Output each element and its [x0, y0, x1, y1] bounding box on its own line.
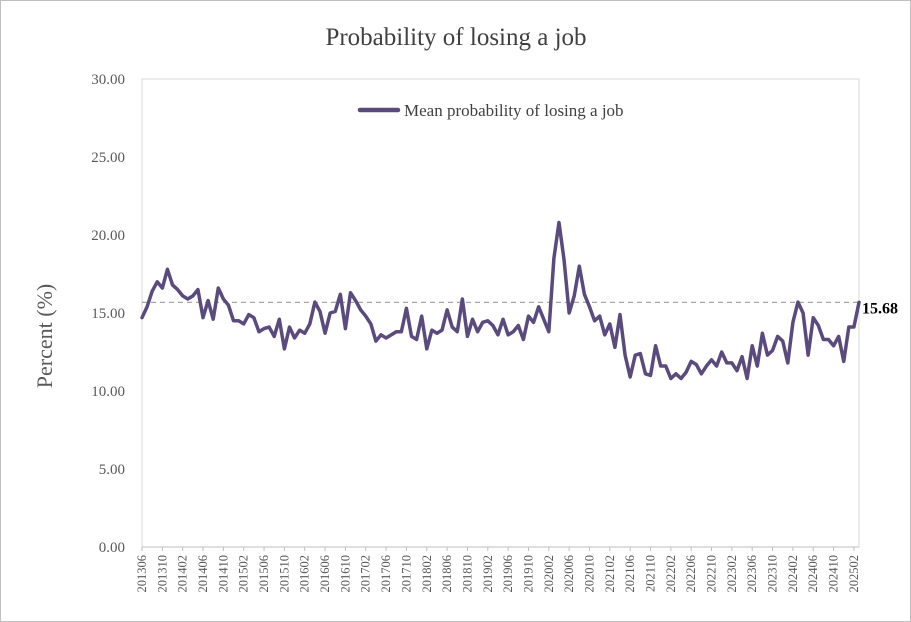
y-tick-label: 0.00: [99, 540, 125, 556]
x-tick-label: 202210: [705, 555, 719, 593]
y-tick-label: 30.00: [91, 72, 125, 88]
x-tick-label: 201402: [176, 555, 190, 593]
series-line: [140, 220, 861, 381]
x-tick-label: 202202: [664, 555, 678, 593]
x-tick-label: 202102: [603, 555, 617, 593]
x-axis-ticks: 201306 201310 201402 201406 201410 201502 2015…: [135, 546, 861, 593]
x-tick-label: 201506: [257, 555, 271, 593]
x-tick-label: 201806: [440, 555, 454, 593]
x-tick-label: 202002: [542, 555, 556, 593]
y-axis-ticks: 0.00 5.00 10.00 15.00 20.00 25.00 30.00: [91, 72, 125, 556]
x-tick-label: 202310: [766, 555, 780, 593]
x-tick-label: 201502: [237, 555, 251, 593]
legend: Mean probability of losing a job: [357, 101, 624, 120]
x-tick-label: 201810: [460, 555, 474, 593]
x-tick-label: 201406: [196, 555, 210, 593]
x-tick-label: 202306: [745, 555, 759, 593]
y-axis-label: Percent (%): [32, 284, 57, 388]
y-tick-label: 10.00: [91, 384, 125, 400]
x-tick-label: 201510: [277, 555, 291, 593]
x-tick-label: 201802: [420, 555, 434, 593]
legend-label: Mean probability of losing a job: [404, 101, 624, 120]
x-tick-label: 201910: [521, 555, 535, 593]
y-tick-label: 25.00: [91, 150, 125, 166]
x-tick-label: 201610: [338, 555, 352, 593]
end-value-label: 15.68: [862, 300, 898, 317]
x-tick-label: 202406: [806, 555, 820, 593]
x-tick-label: 201606: [318, 555, 332, 593]
x-tick-label: 202302: [725, 555, 739, 593]
x-tick-label: 201906: [501, 555, 515, 593]
x-tick-label: 202110: [644, 555, 658, 592]
chart-title: Probability of losing a job: [325, 24, 586, 51]
x-tick-label: 201706: [379, 555, 393, 593]
x-tick-label: 201702: [359, 555, 373, 593]
y-tick-label: 15.00: [91, 306, 125, 322]
x-tick-label: 201902: [481, 555, 495, 593]
x-tick-label: 201306: [135, 555, 149, 593]
x-tick-label: 201310: [155, 555, 169, 593]
x-tick-label: 202010: [582, 555, 596, 593]
y-tick-label: 5.00: [99, 462, 125, 478]
x-tick-label: 202410: [827, 555, 841, 593]
x-tick-label: 202006: [562, 555, 576, 593]
x-tick-label: 202106: [623, 555, 637, 593]
y-tick-label: 20.00: [91, 228, 125, 244]
x-tick-label: 201602: [298, 555, 312, 593]
x-tick-label: 202402: [786, 555, 800, 593]
x-tick-label: 202206: [684, 555, 698, 593]
x-tick-label: 201410: [216, 555, 230, 593]
x-tick-label: 201710: [399, 555, 413, 593]
x-tick-label: 202502: [847, 555, 861, 593]
